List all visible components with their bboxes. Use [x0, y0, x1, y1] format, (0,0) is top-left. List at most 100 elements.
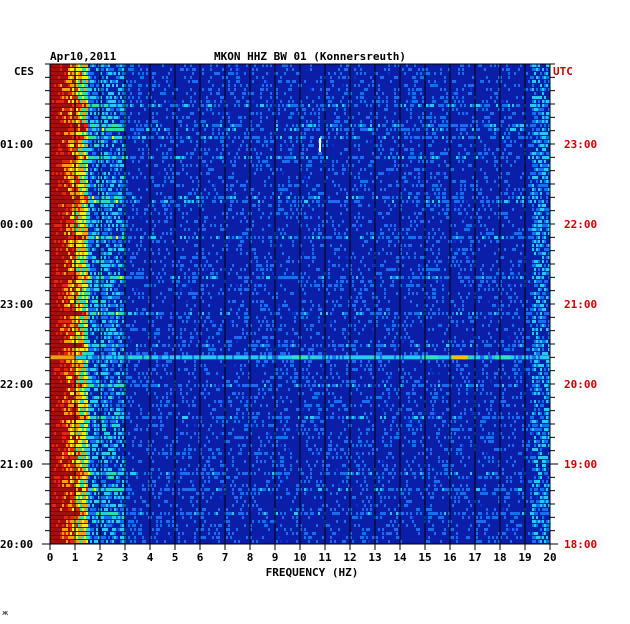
- heat-cell: [120, 188, 122, 191]
- heat-cell: [368, 220, 370, 223]
- heat-cell: [172, 200, 174, 203]
- heat-cell: [544, 236, 546, 239]
- heat-cell: [458, 144, 460, 147]
- heat-cell: [106, 156, 108, 159]
- heat-cell: [368, 204, 370, 207]
- heat-cell: [376, 72, 378, 75]
- heat-cell: [102, 204, 104, 207]
- heat-cell: [304, 108, 306, 111]
- heat-cell: [410, 220, 412, 223]
- heat-cell: [448, 208, 450, 211]
- heat-cell: [216, 72, 218, 75]
- heat-cell: [540, 164, 542, 167]
- heat-cell: [52, 204, 54, 207]
- heat-cell: [56, 168, 58, 171]
- heat-cell: [148, 136, 150, 139]
- heat-cell: [540, 212, 542, 215]
- heat-cell: [300, 244, 302, 247]
- heat-cell: [50, 216, 52, 219]
- heat-cell: [62, 112, 64, 115]
- heat-cell: [516, 232, 518, 235]
- heat-cell: [290, 64, 292, 67]
- heat-cell: [338, 232, 340, 235]
- heat-cell: [398, 184, 400, 187]
- heat-cell: [160, 144, 162, 147]
- heat-cell: [210, 168, 212, 171]
- heat-cell: [234, 84, 236, 87]
- heat-cell: [52, 168, 54, 171]
- heat-cell: [512, 276, 514, 279]
- heat-cell: [438, 104, 440, 107]
- heat-cell: [272, 272, 274, 275]
- heat-cell: [508, 152, 510, 155]
- heat-cell: [502, 140, 504, 143]
- heat-cell: [256, 196, 258, 199]
- heat-cell: [126, 188, 128, 191]
- heat-cell: [122, 144, 124, 147]
- heat-cell: [538, 220, 540, 223]
- heat-cell: [50, 212, 52, 215]
- heat-cell: [546, 272, 548, 275]
- heat-cell: [482, 124, 484, 127]
- heat-cell: [360, 128, 362, 131]
- heat-cell: [84, 104, 86, 107]
- heat-cell: [232, 164, 234, 167]
- heat-cell: [86, 276, 88, 279]
- heat-cell: [54, 220, 56, 223]
- heat-cell: [66, 224, 68, 227]
- heat-cell: [88, 68, 90, 71]
- heat-cell: [228, 120, 230, 123]
- heat-cell: [94, 176, 96, 179]
- heat-cell: [186, 164, 188, 167]
- heat-cell: [76, 252, 78, 255]
- heat-cell: [80, 200, 82, 203]
- heat-cell: [340, 124, 342, 127]
- heat-cell: [132, 128, 134, 131]
- heat-cell: [102, 80, 104, 83]
- heat-cell: [300, 280, 302, 283]
- heat-cell: [332, 264, 334, 267]
- heat-cell: [190, 164, 192, 167]
- heat-cell: [378, 136, 380, 139]
- heat-cell: [456, 252, 458, 255]
- heat-cell: [532, 124, 534, 127]
- heat-cell: [416, 128, 418, 131]
- heat-cell: [434, 120, 436, 123]
- heat-cell: [284, 160, 286, 163]
- heat-cell: [62, 180, 64, 183]
- heat-cell: [222, 116, 224, 119]
- heat-cell: [182, 216, 184, 219]
- heat-cell: [70, 124, 72, 127]
- heat-cell: [126, 224, 128, 227]
- heat-cell: [90, 100, 92, 103]
- heat-cell: [342, 268, 344, 271]
- heat-cell: [532, 112, 534, 115]
- heat-cell: [108, 104, 110, 107]
- heat-cell: [518, 232, 520, 235]
- heat-cell: [478, 240, 480, 243]
- heat-cell: [222, 160, 224, 163]
- heat-cell: [394, 228, 396, 231]
- heat-cell: [514, 124, 516, 127]
- heat-cell: [118, 220, 120, 223]
- heat-cell: [442, 120, 444, 123]
- heat-cell: [420, 256, 422, 259]
- heat-cell: [250, 248, 252, 251]
- heat-cell: [222, 180, 224, 183]
- heat-cell: [110, 280, 112, 283]
- heat-cell: [536, 96, 538, 99]
- heat-cell: [394, 100, 396, 103]
- heat-cell: [292, 276, 294, 279]
- heat-cell: [376, 144, 378, 147]
- heat-cell: [456, 96, 458, 99]
- heat-cell: [454, 200, 456, 203]
- heat-cell: [88, 184, 90, 187]
- heat-cell: [228, 136, 230, 139]
- heat-cell: [278, 276, 280, 279]
- heat-cell: [244, 184, 246, 187]
- heat-cell: [52, 164, 54, 167]
- heat-cell: [244, 88, 246, 91]
- heat-cell: [80, 244, 82, 247]
- heat-cell: [212, 168, 214, 171]
- heat-cell: [460, 64, 462, 67]
